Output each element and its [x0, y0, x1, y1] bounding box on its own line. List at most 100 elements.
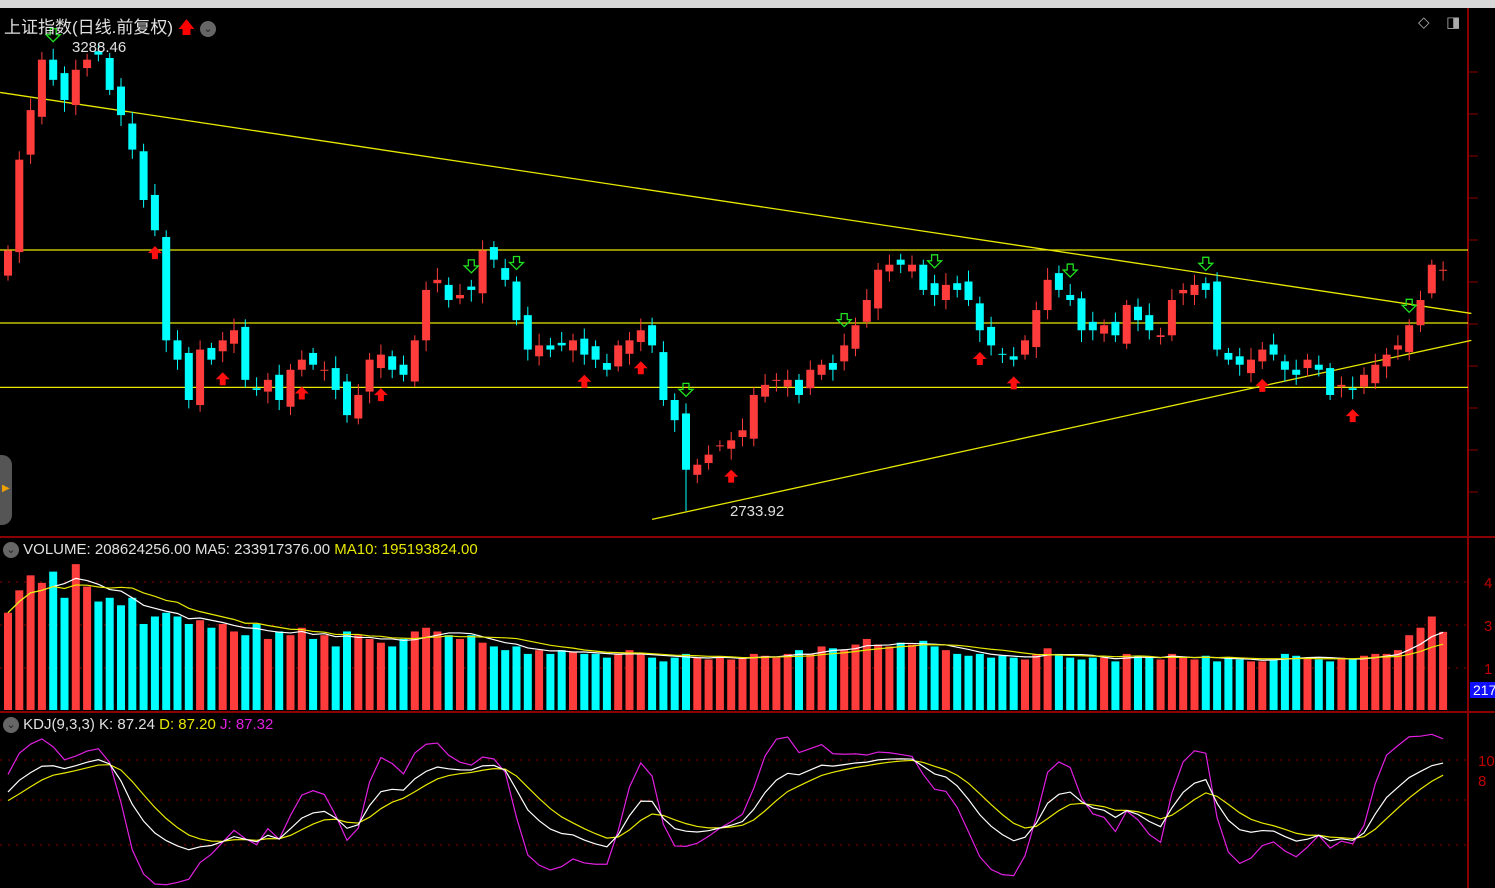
kdj-d-line	[7, 759, 1444, 842]
candle-body	[501, 268, 510, 280]
volume-bar	[941, 650, 950, 710]
dropdown-chevron-icon[interactable]: ⌄	[200, 20, 216, 37]
sidebar-expand-handle[interactable]: ▶	[0, 455, 12, 525]
candle-body	[139, 151, 148, 201]
volume-bar	[1100, 657, 1109, 710]
max-price-label: 3288.46	[72, 39, 127, 56]
volume-bar	[523, 653, 532, 710]
red-up-arrow-icon	[373, 388, 388, 402]
candle-body	[252, 388, 261, 390]
kdj-dropdown-icon[interactable]: ⌄	[3, 717, 19, 734]
volume-bar	[376, 642, 385, 710]
candle-body	[1032, 310, 1041, 348]
candle-body	[693, 464, 702, 475]
green-down-arrow-icon	[1400, 298, 1418, 314]
candle-body	[512, 281, 521, 321]
volume-bar	[953, 653, 962, 710]
volume-bar	[1021, 659, 1029, 710]
volume-bar	[840, 650, 849, 710]
volume-bar	[128, 597, 137, 710]
volume-bar	[1371, 653, 1380, 710]
volume-bar	[569, 652, 577, 710]
volume-bar	[1258, 661, 1267, 710]
volume-bar	[1167, 653, 1176, 710]
candle-body	[456, 294, 464, 299]
volume-bar	[1247, 661, 1255, 710]
volume-bar	[218, 623, 227, 710]
candle-body	[184, 352, 193, 401]
candle-body	[975, 303, 984, 331]
volume-bar	[1156, 659, 1165, 710]
candle-body	[1269, 344, 1278, 355]
volume-bar	[444, 635, 453, 710]
candle-body	[625, 340, 634, 354]
candle-body	[636, 330, 645, 343]
volume-bar	[1134, 655, 1142, 710]
candle-body	[1280, 361, 1289, 370]
volume-bar	[749, 653, 758, 710]
panel-toggle-icon[interactable]: ◨	[1446, 14, 1461, 31]
candle-body	[817, 364, 826, 375]
candle-body	[410, 340, 419, 382]
volume-axis-label: 3	[1484, 618, 1492, 635]
green-down-arrow-icon	[1061, 263, 1079, 278]
candle-body	[150, 194, 159, 231]
volume-bar	[975, 653, 984, 710]
volume-axis-badge: 217	[1470, 682, 1495, 698]
candle-body	[263, 379, 272, 392]
volume-bar	[659, 661, 668, 710]
red-up-arrow-icon	[724, 469, 739, 483]
volume-bar	[727, 659, 736, 710]
candle-body	[376, 354, 385, 369]
volume-bar	[1314, 659, 1323, 710]
index-title: 上证指数(日线.前复权)	[4, 18, 174, 37]
volume-bar	[297, 627, 306, 710]
volume-bar	[693, 657, 702, 710]
diamond-icon[interactable]: ◇	[1418, 14, 1430, 31]
red-up-arrow-icon	[147, 246, 162, 260]
candle-body	[320, 369, 329, 371]
volume-bar	[1292, 655, 1301, 710]
trend-line	[651, 339, 1472, 520]
candle-body	[467, 286, 476, 290]
candle-body	[207, 347, 216, 360]
candle-body	[1213, 281, 1222, 350]
volume-bar	[501, 650, 510, 710]
candle-body	[117, 86, 125, 116]
volume-bar	[15, 590, 24, 710]
candle-body	[1156, 335, 1165, 337]
min-price-label: 2733.92	[730, 503, 785, 520]
red-up-arrow-icon	[633, 361, 648, 375]
candle-body	[1405, 325, 1414, 353]
volume-bar	[309, 638, 318, 710]
volume-bar	[851, 644, 860, 710]
volume-bar	[874, 644, 883, 710]
candle-body	[1009, 356, 1018, 360]
candle-body	[1043, 279, 1052, 311]
candle-body	[806, 369, 815, 389]
candle-body	[37, 59, 46, 117]
candle-body	[1247, 359, 1255, 374]
candle-body	[987, 326, 996, 346]
green-down-arrow-icon	[462, 259, 480, 274]
candle-body	[1314, 364, 1323, 370]
candle-body	[1337, 384, 1346, 387]
volume-bar	[1416, 627, 1425, 710]
volume-dropdown-icon[interactable]: ⌄	[3, 542, 19, 559]
volume-bar	[715, 657, 724, 710]
volume-bar	[1043, 648, 1052, 710]
volume-bar	[1201, 655, 1210, 710]
candle-body	[941, 284, 950, 301]
candle-body	[83, 59, 92, 69]
candle-body	[874, 269, 883, 309]
candle-body	[331, 368, 340, 390]
candle-body	[1371, 364, 1380, 384]
volume-bar	[71, 564, 80, 710]
volume-bar	[275, 631, 284, 710]
candle-body	[388, 356, 397, 370]
volume-bar	[885, 646, 894, 710]
candle-body	[727, 440, 736, 449]
green-down-arrow-icon	[44, 28, 62, 43]
volume-bar	[602, 657, 611, 710]
